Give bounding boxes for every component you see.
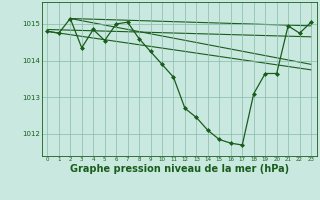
X-axis label: Graphe pression niveau de la mer (hPa): Graphe pression niveau de la mer (hPa) (70, 164, 289, 174)
